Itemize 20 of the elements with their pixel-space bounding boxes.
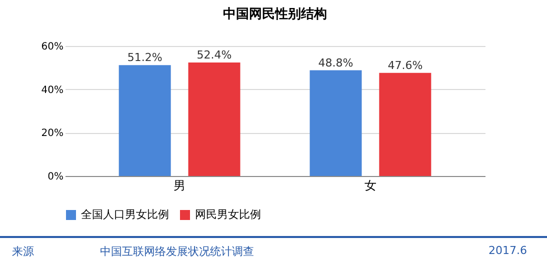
text: 中国互联网络发展状况统计调查	[100, 244, 254, 259]
y-tick-label: 40%	[41, 84, 64, 96]
data-label: 52.4%	[196, 48, 232, 62]
legend-label: 网民男女比例	[195, 208, 261, 221]
bar	[379, 72, 432, 176]
text: 来源	[12, 244, 34, 259]
x-tick-label: 男	[174, 178, 186, 192]
data-label: 51.2%	[127, 51, 162, 64]
y-tick-label: 20%	[41, 128, 64, 140]
y-tick-label: 0%	[48, 172, 64, 182]
bar	[188, 62, 240, 176]
bar	[118, 65, 171, 176]
x-tick-label: 女	[364, 178, 376, 192]
text: 2017.6	[488, 244, 527, 257]
y-tick-label: 60%	[41, 42, 64, 52]
legend-label: 全国人口男女比例	[81, 208, 169, 221]
data-label: 48.8%	[318, 56, 354, 70]
chart-title: 中国网民性别结构	[223, 7, 327, 22]
data-label: 47.6%	[388, 58, 423, 72]
bar	[310, 70, 362, 176]
